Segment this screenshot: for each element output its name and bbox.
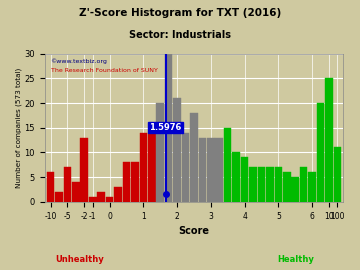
Bar	[156, 103, 164, 202]
Bar	[325, 78, 333, 202]
Bar	[190, 113, 198, 202]
Bar	[241, 157, 248, 202]
Bar	[47, 172, 54, 202]
Bar	[215, 138, 223, 202]
Y-axis label: Number of companies (573 total): Number of companies (573 total)	[15, 68, 22, 188]
Bar	[173, 98, 181, 202]
Bar	[283, 172, 291, 202]
Bar	[232, 152, 240, 202]
Bar	[266, 167, 274, 202]
X-axis label: Score: Score	[179, 226, 210, 236]
Bar	[249, 167, 257, 202]
Bar	[334, 147, 341, 202]
Bar	[317, 103, 324, 202]
Text: Healthy: Healthy	[277, 255, 314, 264]
Bar	[97, 192, 105, 202]
Bar	[182, 133, 189, 202]
Text: Sector: Industrials: Sector: Industrials	[129, 30, 231, 40]
Bar	[106, 197, 113, 202]
Bar	[291, 177, 299, 202]
Text: Unhealthy: Unhealthy	[55, 255, 104, 264]
Bar	[148, 133, 156, 202]
Bar	[300, 167, 307, 202]
Text: 1.5976: 1.5976	[149, 123, 181, 132]
Bar	[81, 138, 88, 202]
Text: The Research Foundation of SUNY: The Research Foundation of SUNY	[51, 68, 157, 73]
Bar	[165, 54, 172, 202]
Bar	[140, 133, 147, 202]
Bar	[55, 192, 63, 202]
Bar	[131, 162, 139, 202]
Text: Z'-Score Histogram for TXT (2016): Z'-Score Histogram for TXT (2016)	[79, 8, 281, 18]
Bar	[308, 172, 316, 202]
Text: ©www.textbiz.org: ©www.textbiz.org	[51, 58, 108, 64]
Bar	[275, 167, 282, 202]
Bar	[72, 182, 80, 202]
Bar	[258, 167, 265, 202]
Bar	[114, 187, 122, 202]
Bar	[207, 138, 215, 202]
Bar	[89, 197, 96, 202]
Bar	[64, 167, 71, 202]
Bar	[123, 162, 130, 202]
Bar	[199, 138, 206, 202]
Bar	[224, 128, 231, 202]
